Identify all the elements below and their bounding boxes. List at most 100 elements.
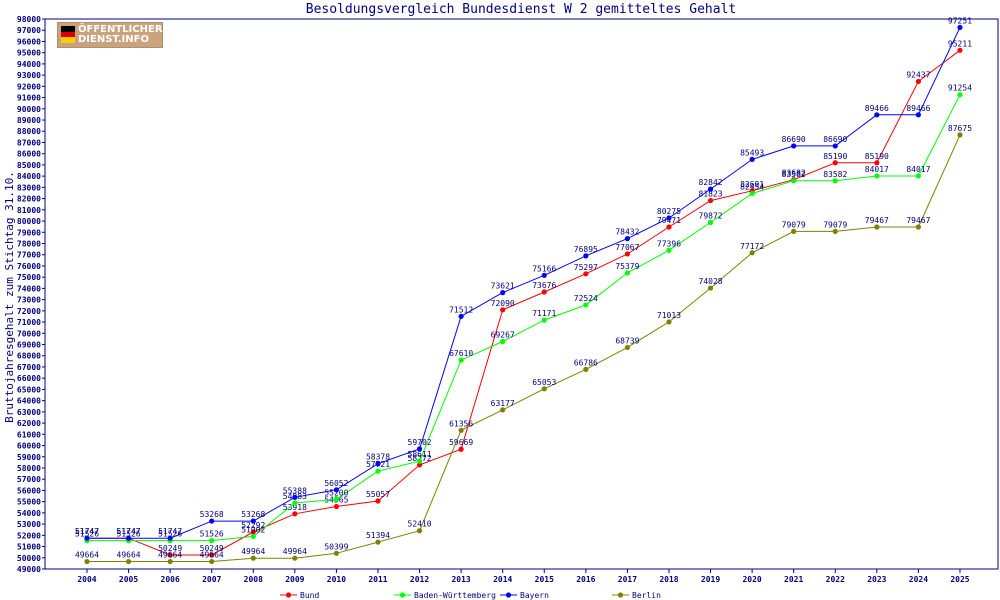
y-tick-label: 69000 [17,341,41,350]
data-label: 84017 [906,165,930,174]
y-tick-label: 49000 [17,565,41,574]
data-label: 87675 [948,124,972,133]
data-point [416,446,423,452]
data-label: 49664 [117,551,141,560]
data-label: 51747 [75,527,99,536]
data-label: 75297 [574,263,598,272]
data-point [624,270,631,276]
y-tick-label: 76000 [17,262,41,271]
data-point [333,487,340,493]
data-point [874,224,880,230]
data-label: 84017 [865,165,889,174]
data-point [500,338,506,345]
data-point [957,92,963,98]
y-axis: 49000 50000 51000 52000 53000 54000 55000 56000… [17,15,45,574]
x-tick-label: 2014 [493,575,512,584]
data-point [583,366,589,372]
y-tick-label: 98000 [17,15,41,24]
data-point [333,496,340,503]
data-point [624,236,631,242]
data-label: 91254 [948,84,972,93]
series-line [87,27,961,539]
data-point [500,407,506,413]
legend-item: Bund [280,591,319,600]
data-point [84,558,90,565]
data-point [832,178,838,184]
data-label: 49664 [75,551,99,560]
y-tick-label: 75000 [17,273,41,282]
x-tick-label: 2022 [826,575,845,584]
data-point [832,228,838,234]
y-tick-label: 59000 [17,453,41,462]
x-tick-label: 2004 [77,575,96,584]
y-tick-label: 60000 [17,442,41,451]
data-point [957,47,963,53]
data-point [458,357,464,363]
data-label: 49964 [241,547,265,556]
data-label: 82691 [740,180,764,189]
data-point [250,529,256,535]
x-tick-label: 2015 [535,575,554,584]
y-tick-label: 94000 [17,60,41,69]
data-label: 73621 [491,282,515,291]
data-label: 58611 [408,450,432,459]
data-point [292,511,298,517]
data-label: 51526 [158,530,182,539]
legend-label: Berlin [632,591,661,600]
y-tick-label: 96000 [17,37,41,46]
y-tick-label: 72000 [17,307,41,316]
data-label: 51747 [117,527,141,536]
y-tick-label: 80000 [17,217,41,226]
data-point [250,555,256,561]
legend-item: Baden-Württemberg [394,591,496,600]
data-label: 82454 [740,182,764,191]
data-point [915,78,922,85]
data-point [500,307,506,313]
x-tick-label: 2011 [368,575,387,584]
y-tick-label: 91000 [17,94,41,103]
legend-swatch-point [617,592,624,598]
data-label: 74028 [699,277,723,286]
y-tick-label: 70000 [17,329,41,338]
data-label: 81823 [699,190,723,199]
data-point [707,285,714,291]
data-point [666,247,672,253]
data-point [416,458,423,464]
data-label: 55057 [366,490,390,499]
data-label: 51747 [75,527,99,536]
data-point [209,518,215,524]
data-point [167,558,173,565]
legend-swatch-point [399,592,406,598]
data-label: 52292 [241,521,265,530]
data-point [458,427,464,433]
data-label: 49664 [200,551,224,560]
data-label: 50249 [158,544,182,553]
data-point [666,319,672,325]
x-tick-label: 2016 [576,575,595,584]
data-point [125,558,132,565]
y-tick-label: 57000 [17,475,41,484]
data-point [541,272,547,278]
data-point [375,461,381,467]
series-layer: 5174751747502495024952292539185456555057… [75,16,972,565]
y-tick-label: 86000 [17,150,41,159]
data-label: 86690 [782,135,806,144]
data-label: 89466 [906,104,930,113]
plot-area [44,18,999,570]
y-tick-label: 71000 [17,318,41,327]
data-point [167,535,173,541]
data-point [292,555,298,561]
data-point [583,271,589,277]
data-label: 53268 [200,510,224,519]
data-point [832,160,838,166]
y-tick-label: 73000 [17,296,41,305]
data-label: 69267 [491,331,515,340]
data-point [874,160,880,166]
y-tick-label: 65000 [17,385,41,394]
x-tick-label: 2007 [202,575,221,584]
data-point [666,224,672,230]
y-tick-label: 52000 [17,531,41,540]
x-tick-label: 2023 [867,575,886,584]
data-label: 58272 [408,454,432,463]
